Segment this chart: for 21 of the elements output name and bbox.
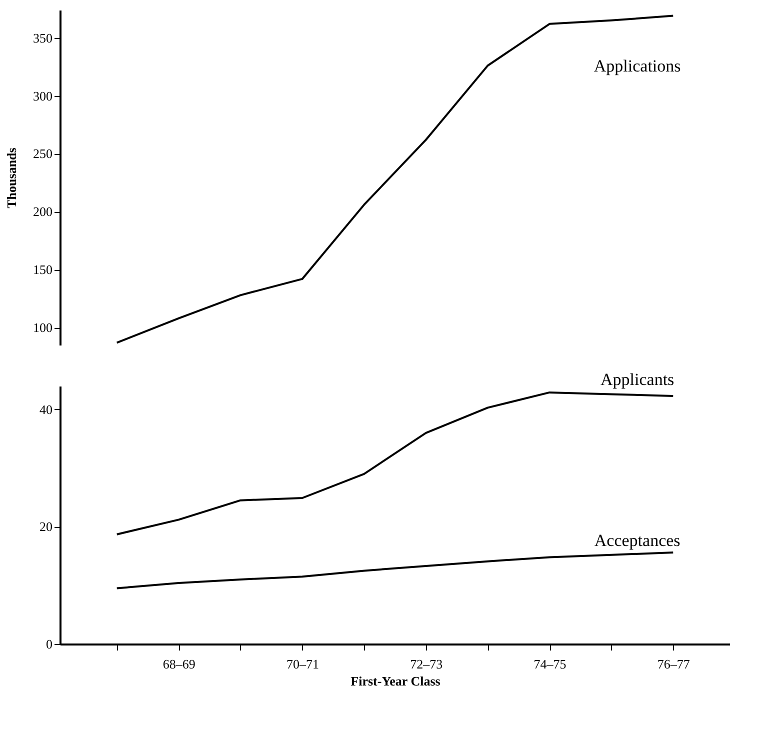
y-tick-label: 40 bbox=[40, 402, 52, 417]
line-series bbox=[116, 391, 674, 536]
x-tick-label: 74–75 bbox=[534, 656, 566, 672]
y-tick-label: 0 bbox=[46, 636, 52, 652]
y-tick-label: 100 bbox=[33, 320, 52, 336]
y-tick-label: 20 bbox=[40, 519, 52, 534]
y-tick-label: 150 bbox=[33, 262, 52, 278]
line-series bbox=[116, 552, 674, 590]
x-axis-title: First-Year Class bbox=[350, 674, 440, 688]
y-axis-title: Thousands bbox=[4, 148, 19, 208]
text: Applications bbox=[594, 56, 681, 76]
series-label: Applicants bbox=[600, 370, 674, 390]
x-tick-label: 68–69 bbox=[162, 656, 196, 672]
y-tick-label: 300 bbox=[33, 88, 52, 104]
y-tick-label: 250 bbox=[33, 146, 52, 162]
y-tick-label: 200 bbox=[33, 204, 52, 220]
series-label: Acceptances bbox=[594, 530, 680, 550]
x-tick-label: 76–77 bbox=[657, 656, 690, 672]
x-tick-label: 72–73 bbox=[410, 656, 443, 672]
y-tick-label: 350 bbox=[33, 30, 52, 46]
x-tick-label: 70–71 bbox=[286, 656, 320, 672]
